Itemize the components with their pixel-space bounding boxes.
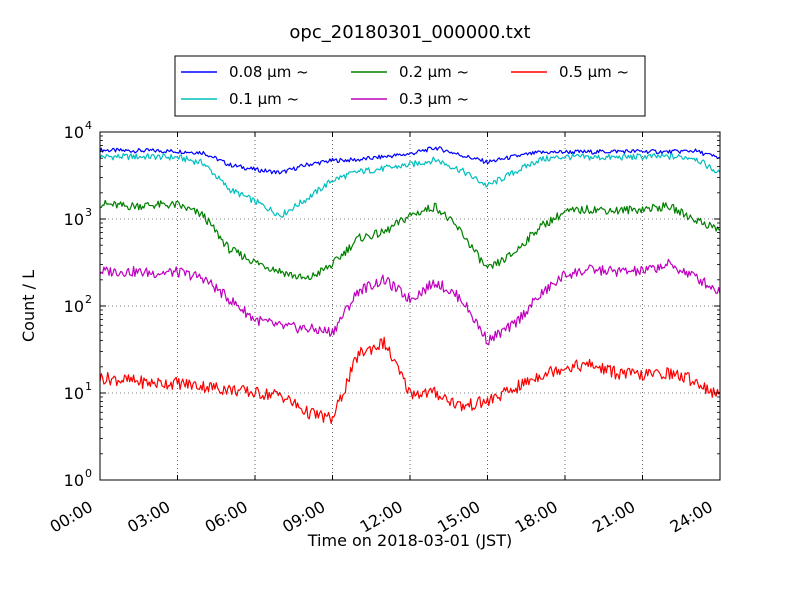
y-tick-exponent: 2 xyxy=(85,293,92,306)
x-tick-label: 03:00 xyxy=(124,497,173,537)
legend: 0.08 μm ~ 0.1 μm ~ 0.2 μm ~ 0.3 μm ~ 0.5 μm … xyxy=(174,55,646,117)
y-tick-label: 10 xyxy=(64,471,84,490)
series-line xyxy=(99,152,721,218)
y-axis-label: Count / L xyxy=(19,270,38,342)
y-tick-exponent: 0 xyxy=(85,467,92,480)
y-tick-label: 10 xyxy=(64,384,84,403)
y-tick-label: 10 xyxy=(64,297,84,316)
x-axis-label: Time on 2018-03-01 (JST) xyxy=(307,531,512,550)
series-line xyxy=(99,146,721,175)
y-tick-exponent: 1 xyxy=(85,380,92,393)
legend-label: 0.3 μm ~ xyxy=(399,90,469,108)
legend-label: 0.5 μm ~ xyxy=(559,63,629,81)
x-tick-label: 24:00 xyxy=(667,497,716,537)
ticks: 00:00 03:00 06:00 09:00 12:00 15:00 18:00 21:00… xyxy=(47,119,721,537)
chart-title: opc_20180301_000000.txt xyxy=(289,22,530,43)
y-tick-label: 10 xyxy=(64,123,84,142)
y-tick-exponent: 3 xyxy=(85,206,92,219)
legend-label: 0.08 μm ~ xyxy=(229,63,309,81)
legend-box xyxy=(174,55,646,117)
legend-label: 0.2 μm ~ xyxy=(399,63,469,81)
y-tick-label: 10 xyxy=(64,210,84,229)
series-line xyxy=(99,199,721,281)
y-tick-exponent: 4 xyxy=(85,119,92,132)
series-line xyxy=(99,258,721,346)
series-line xyxy=(99,336,721,425)
x-tick-label: 18:00 xyxy=(512,497,561,537)
x-tick-label: 06:00 xyxy=(202,497,251,537)
x-tick-label: 21:00 xyxy=(589,497,638,537)
x-tick-label: 00:00 xyxy=(47,497,96,537)
grid xyxy=(100,132,720,480)
series-lines xyxy=(99,146,721,425)
legend-label: 0.1 μm ~ xyxy=(229,90,299,108)
